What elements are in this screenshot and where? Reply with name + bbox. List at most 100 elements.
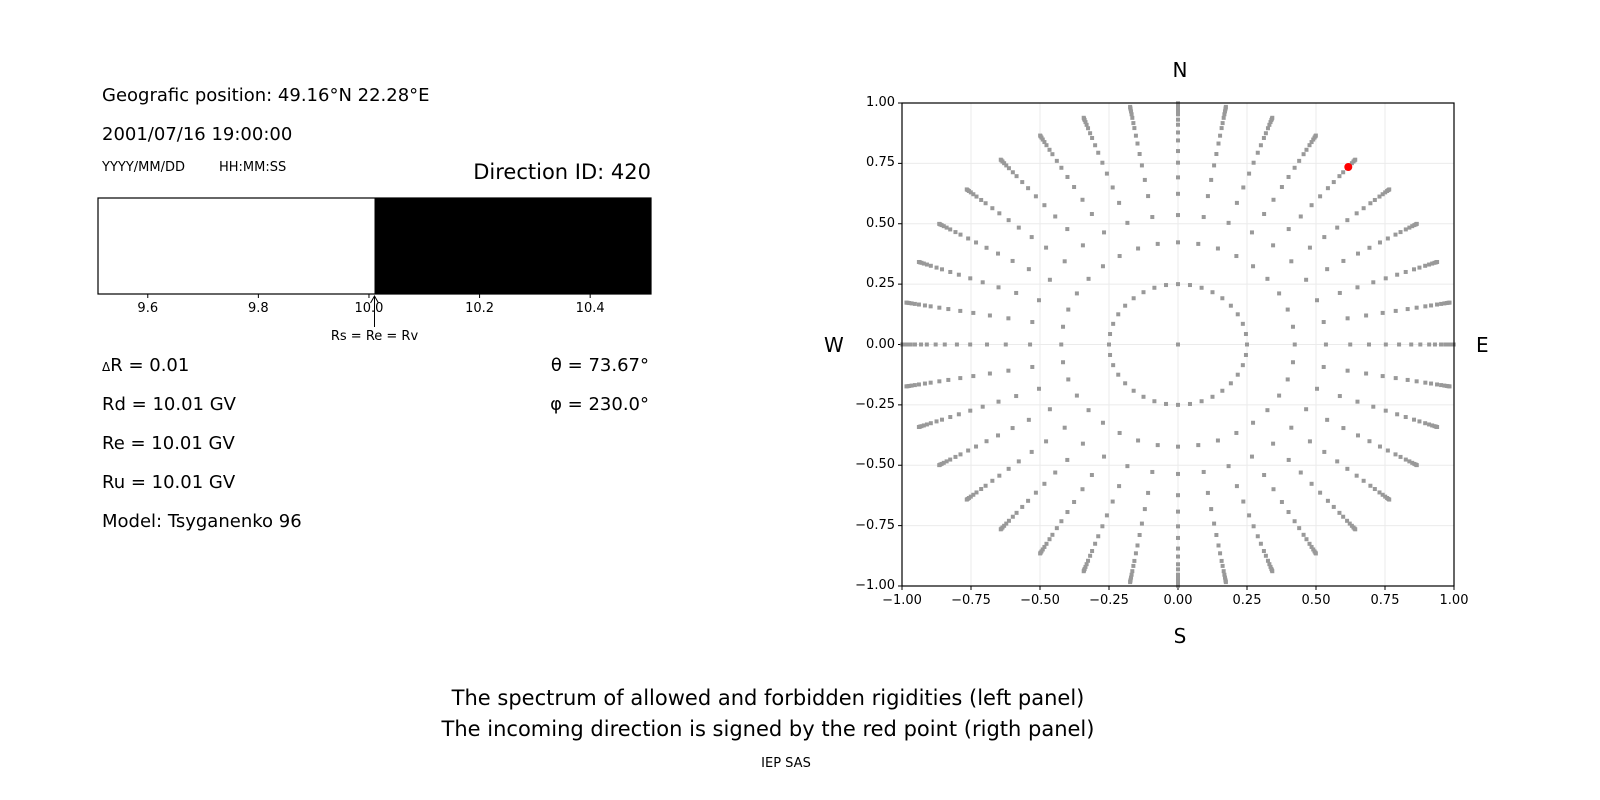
direction-point xyxy=(1221,115,1226,120)
direction-point xyxy=(1038,551,1043,556)
direction-point xyxy=(1405,377,1410,382)
direction-point xyxy=(1435,382,1440,387)
direction-point xyxy=(1026,186,1031,191)
direction-point xyxy=(987,371,992,376)
direction-point xyxy=(956,272,961,277)
direction-point xyxy=(1383,408,1388,413)
direction-point xyxy=(1220,563,1225,568)
direction-point xyxy=(1146,490,1151,495)
direction-point xyxy=(1020,504,1025,509)
direction-point xyxy=(1393,452,1398,457)
direction-point xyxy=(1234,254,1239,259)
direction-point xyxy=(1044,541,1049,546)
direction-point xyxy=(1062,259,1067,264)
direction-point xyxy=(1393,376,1398,381)
direction-point xyxy=(1210,394,1215,399)
direction-point xyxy=(941,224,946,229)
direction-point xyxy=(1385,236,1390,241)
spectrum-segment-0 xyxy=(98,198,375,294)
direction-point xyxy=(1409,342,1414,347)
direction-point xyxy=(1414,221,1419,226)
direction-point xyxy=(1176,509,1180,514)
direction-point xyxy=(921,423,926,428)
direction-point xyxy=(1107,342,1111,347)
direction-point xyxy=(1366,342,1371,347)
direction-point xyxy=(1065,227,1070,232)
direction-point xyxy=(1053,214,1058,219)
direction-point xyxy=(1235,312,1240,317)
direction-point xyxy=(1129,575,1134,580)
direction-point xyxy=(1136,438,1141,443)
direction-point xyxy=(1337,174,1342,179)
direction-point xyxy=(1261,549,1266,554)
direction-point xyxy=(1289,259,1294,264)
direction-point xyxy=(1220,121,1225,126)
direction-point xyxy=(1353,527,1358,532)
direction-point xyxy=(1241,499,1246,504)
direction-point xyxy=(1176,546,1180,551)
direction-point xyxy=(1047,537,1052,542)
direction-point xyxy=(1176,149,1180,154)
direction-point xyxy=(1387,497,1392,502)
direction-point xyxy=(1196,443,1201,448)
direction-point xyxy=(1337,510,1342,515)
direction-point xyxy=(1123,303,1128,308)
direction-point xyxy=(1249,230,1254,235)
direction-point xyxy=(1044,439,1049,444)
direction-point xyxy=(1205,194,1210,199)
direction-point xyxy=(1137,151,1142,156)
direction-point xyxy=(1268,564,1273,569)
direction-point xyxy=(1125,220,1130,225)
direction-point xyxy=(1146,194,1151,199)
direction-point xyxy=(1088,131,1093,136)
direction-point xyxy=(1371,280,1376,285)
y-tick-label: 0.50 xyxy=(866,215,895,231)
direction-point xyxy=(1129,112,1134,117)
direction-point xyxy=(1014,174,1019,179)
direction-point xyxy=(1410,460,1415,465)
direction-point xyxy=(1016,225,1021,230)
direction-point xyxy=(1201,469,1206,474)
direction-point xyxy=(1209,177,1214,182)
direction-point xyxy=(1446,342,1451,347)
direction-point xyxy=(1053,470,1058,475)
direction-point xyxy=(946,307,951,312)
direction-point xyxy=(1176,471,1180,476)
direction-point xyxy=(1355,251,1360,256)
datetime: 2001/07/16 19:00:00 xyxy=(102,124,293,145)
direction-point xyxy=(1084,562,1089,567)
direction-point xyxy=(1042,481,1047,486)
direction-point xyxy=(1367,439,1372,444)
direction-point xyxy=(1341,170,1346,175)
direction-point xyxy=(1010,258,1015,263)
direction-point xyxy=(1054,526,1059,531)
direction-point xyxy=(1271,487,1276,492)
direction-point xyxy=(1176,493,1180,498)
direction-point xyxy=(1131,121,1136,126)
direction-point xyxy=(983,483,988,488)
direction-point xyxy=(1263,553,1268,558)
direction-point xyxy=(1083,120,1088,125)
direction-point xyxy=(1286,227,1291,232)
direction-point xyxy=(1412,417,1417,422)
direction-point xyxy=(971,492,976,497)
direction-point xyxy=(1335,459,1340,464)
direction-point xyxy=(1006,368,1011,373)
model-name: Model: Tsyganenko 96 xyxy=(102,511,302,532)
direction-point xyxy=(1439,342,1444,347)
direction-point xyxy=(1176,175,1180,180)
direction-point xyxy=(1435,302,1440,307)
direction-point xyxy=(1086,126,1091,131)
direction-point xyxy=(1286,510,1291,515)
direction-point xyxy=(1235,372,1240,377)
direction-point xyxy=(1042,203,1047,208)
direction-point xyxy=(1220,388,1225,393)
direction-point xyxy=(1268,120,1273,125)
direction-point xyxy=(1100,524,1105,529)
direction-point xyxy=(1065,510,1070,515)
direction-point xyxy=(1110,185,1115,190)
direction-point xyxy=(1347,521,1352,526)
direction-point xyxy=(909,301,914,306)
direction-point xyxy=(1117,200,1122,205)
